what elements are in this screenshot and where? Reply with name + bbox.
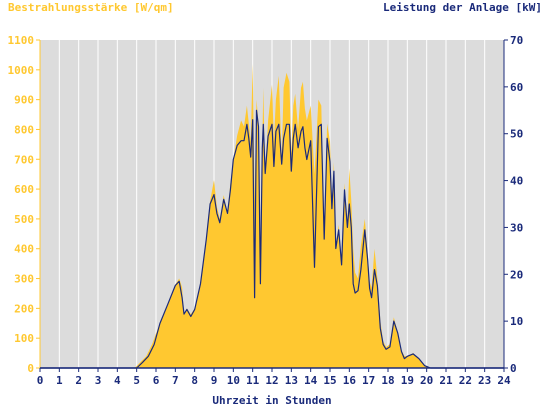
- x-tick-label: 1: [56, 374, 63, 387]
- x-tick-label: 20: [420, 374, 433, 387]
- left-tick-label: 1100: [8, 34, 35, 47]
- left-tick-label: 700: [14, 153, 34, 166]
- x-tick-label: 15: [323, 374, 336, 387]
- left-tick-label: 0: [27, 362, 34, 375]
- right-tick-label: 70: [510, 34, 523, 47]
- x-tick-label: 2: [75, 374, 82, 387]
- right-tick-label: 0: [510, 362, 517, 375]
- x-tick-label: 23: [478, 374, 491, 387]
- x-tick-label: 17: [362, 374, 375, 387]
- x-tick-label: 21: [439, 374, 453, 387]
- x-tick-label: 24: [497, 374, 511, 387]
- left-tick-label: 200: [14, 302, 34, 315]
- right-axis-title: Leistung der Anlage [kW]: [383, 1, 542, 14]
- x-tick-label: 7: [172, 374, 179, 387]
- x-axis-title: Uhrzeit in Stunden: [212, 394, 332, 407]
- left-axis-ticks: 0 100 200 300 400 500 600 700 800 900 1000 1100: [8, 34, 40, 375]
- x-tick-label: 9: [211, 374, 218, 387]
- x-tick-label: 22: [459, 374, 472, 387]
- right-tick-label: 10: [510, 315, 523, 328]
- right-tick-label: 20: [510, 268, 523, 281]
- x-tick-label: 4: [114, 374, 121, 387]
- x-tick-label: 18: [381, 374, 394, 387]
- power-line: [40, 109, 504, 369]
- left-tick-label: 100: [14, 332, 34, 345]
- left-tick-label: 300: [14, 273, 34, 286]
- x-tick-label: 0: [37, 374, 44, 387]
- right-tick-label: 40: [510, 175, 523, 188]
- left-axis-title: Bestrahlungsstärke [W/qm]: [8, 1, 174, 14]
- right-tick-label: 50: [510, 128, 523, 141]
- x-tick-label: 16: [343, 374, 357, 387]
- right-tick-label: 60: [510, 81, 523, 94]
- right-tick-label: 30: [510, 221, 523, 234]
- left-tick-label: 1000: [8, 64, 35, 77]
- x-tick-label: 8: [191, 374, 198, 387]
- x-axis-ticks: 0 1 2 3 4 5 6 7 8 9 10 11 12 13 14 15 16 17 18 19 20 21 22 23 24: [37, 368, 511, 387]
- x-tick-label: 10: [227, 374, 240, 387]
- left-tick-label: 500: [14, 213, 34, 226]
- x-tick-label: 13: [285, 374, 298, 387]
- x-tick-label: 5: [133, 374, 140, 387]
- x-tick-label: 11: [246, 374, 260, 387]
- x-tick-label: 6: [153, 374, 160, 387]
- x-tick-label: 3: [95, 374, 102, 387]
- x-tick-label: 19: [401, 374, 414, 387]
- left-tick-label: 800: [14, 123, 34, 136]
- left-tick-label: 400: [14, 243, 34, 256]
- left-tick-label: 900: [14, 94, 34, 107]
- x-tick-label: 14: [304, 374, 318, 387]
- left-tick-label: 600: [14, 183, 34, 196]
- x-tick-label: 12: [265, 374, 278, 387]
- irradiance-area: [40, 63, 504, 369]
- right-axis-ticks: 0 10 20 30 40 50 60 70: [504, 34, 523, 375]
